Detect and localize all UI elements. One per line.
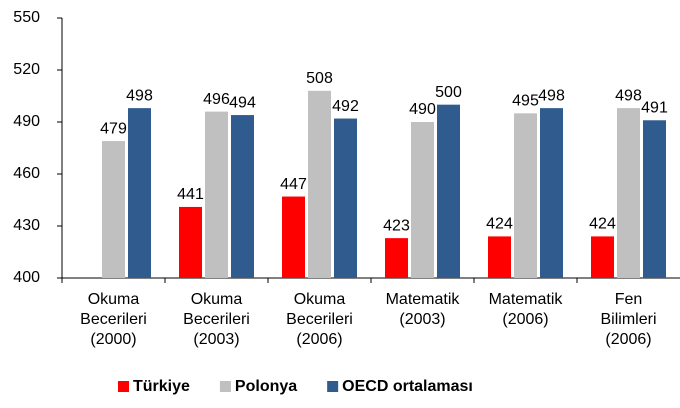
x-tick-label: Becerileri	[286, 311, 353, 328]
x-tick-label: Fen	[615, 291, 643, 308]
x-tick-label: Matematik	[386, 291, 461, 308]
bar	[179, 206, 202, 278]
value-label: 498	[615, 87, 642, 104]
legend-swatch	[118, 381, 129, 392]
legend-label: Türkiye	[133, 378, 190, 395]
value-label: 490	[409, 101, 436, 118]
value-label: 508	[306, 70, 333, 87]
x-tick-label: Bilimleri	[601, 311, 657, 328]
y-tick-label: 520	[13, 61, 40, 78]
y-tick-label: 430	[13, 217, 40, 234]
bar	[488, 236, 511, 278]
bar	[102, 141, 125, 278]
x-tick-label: (2000)	[90, 331, 136, 348]
value-label: 496	[203, 91, 230, 108]
value-label: 447	[280, 176, 307, 193]
x-tick-label: Becerileri	[183, 311, 250, 328]
bar	[411, 122, 434, 278]
value-label: 492	[332, 98, 359, 115]
x-tick-label: (2003)	[399, 311, 445, 328]
value-label: 498	[126, 87, 153, 104]
x-tick-label: Becerileri	[80, 311, 147, 328]
bar	[591, 236, 614, 278]
value-label: 500	[435, 84, 462, 101]
value-label: 494	[229, 94, 256, 111]
bar	[205, 111, 228, 278]
value-label: 423	[383, 217, 410, 234]
y-tick-label: 460	[13, 165, 40, 182]
x-tick-label: Okuma	[294, 291, 346, 308]
legend-swatch	[219, 381, 231, 392]
y-tick-label: 400	[13, 269, 40, 286]
x-tick-label: (2006)	[296, 331, 342, 348]
value-label: 479	[100, 120, 127, 137]
value-label: 491	[641, 99, 668, 116]
value-label: 424	[486, 216, 513, 233]
legend-label: Polonya	[235, 378, 297, 395]
bar	[385, 238, 408, 278]
bar	[514, 113, 537, 278]
value-label: 424	[589, 216, 616, 233]
x-tick-label: (2006)	[502, 311, 548, 328]
bar	[643, 120, 666, 279]
y-tick-label: 550	[13, 9, 40, 26]
bar	[540, 108, 563, 278]
value-label: 441	[177, 186, 204, 203]
bar	[437, 104, 460, 279]
legend-label: OECD ortalaması	[342, 378, 473, 395]
bar	[308, 90, 331, 278]
value-label: 495	[512, 93, 539, 110]
x-tick-label: Okuma	[88, 291, 140, 308]
x-tick-label: (2003)	[193, 331, 239, 348]
x-tick-label: (2006)	[605, 331, 651, 348]
value-label: 498	[538, 87, 565, 104]
y-tick-label: 490	[13, 113, 40, 130]
bar	[282, 196, 305, 278]
legend-swatch	[327, 381, 339, 392]
bar	[617, 108, 640, 278]
bar	[334, 118, 357, 279]
bar	[231, 115, 254, 278]
bar	[128, 108, 151, 278]
x-tick-label: Okuma	[191, 291, 243, 308]
x-tick-label: Matematik	[489, 291, 564, 308]
